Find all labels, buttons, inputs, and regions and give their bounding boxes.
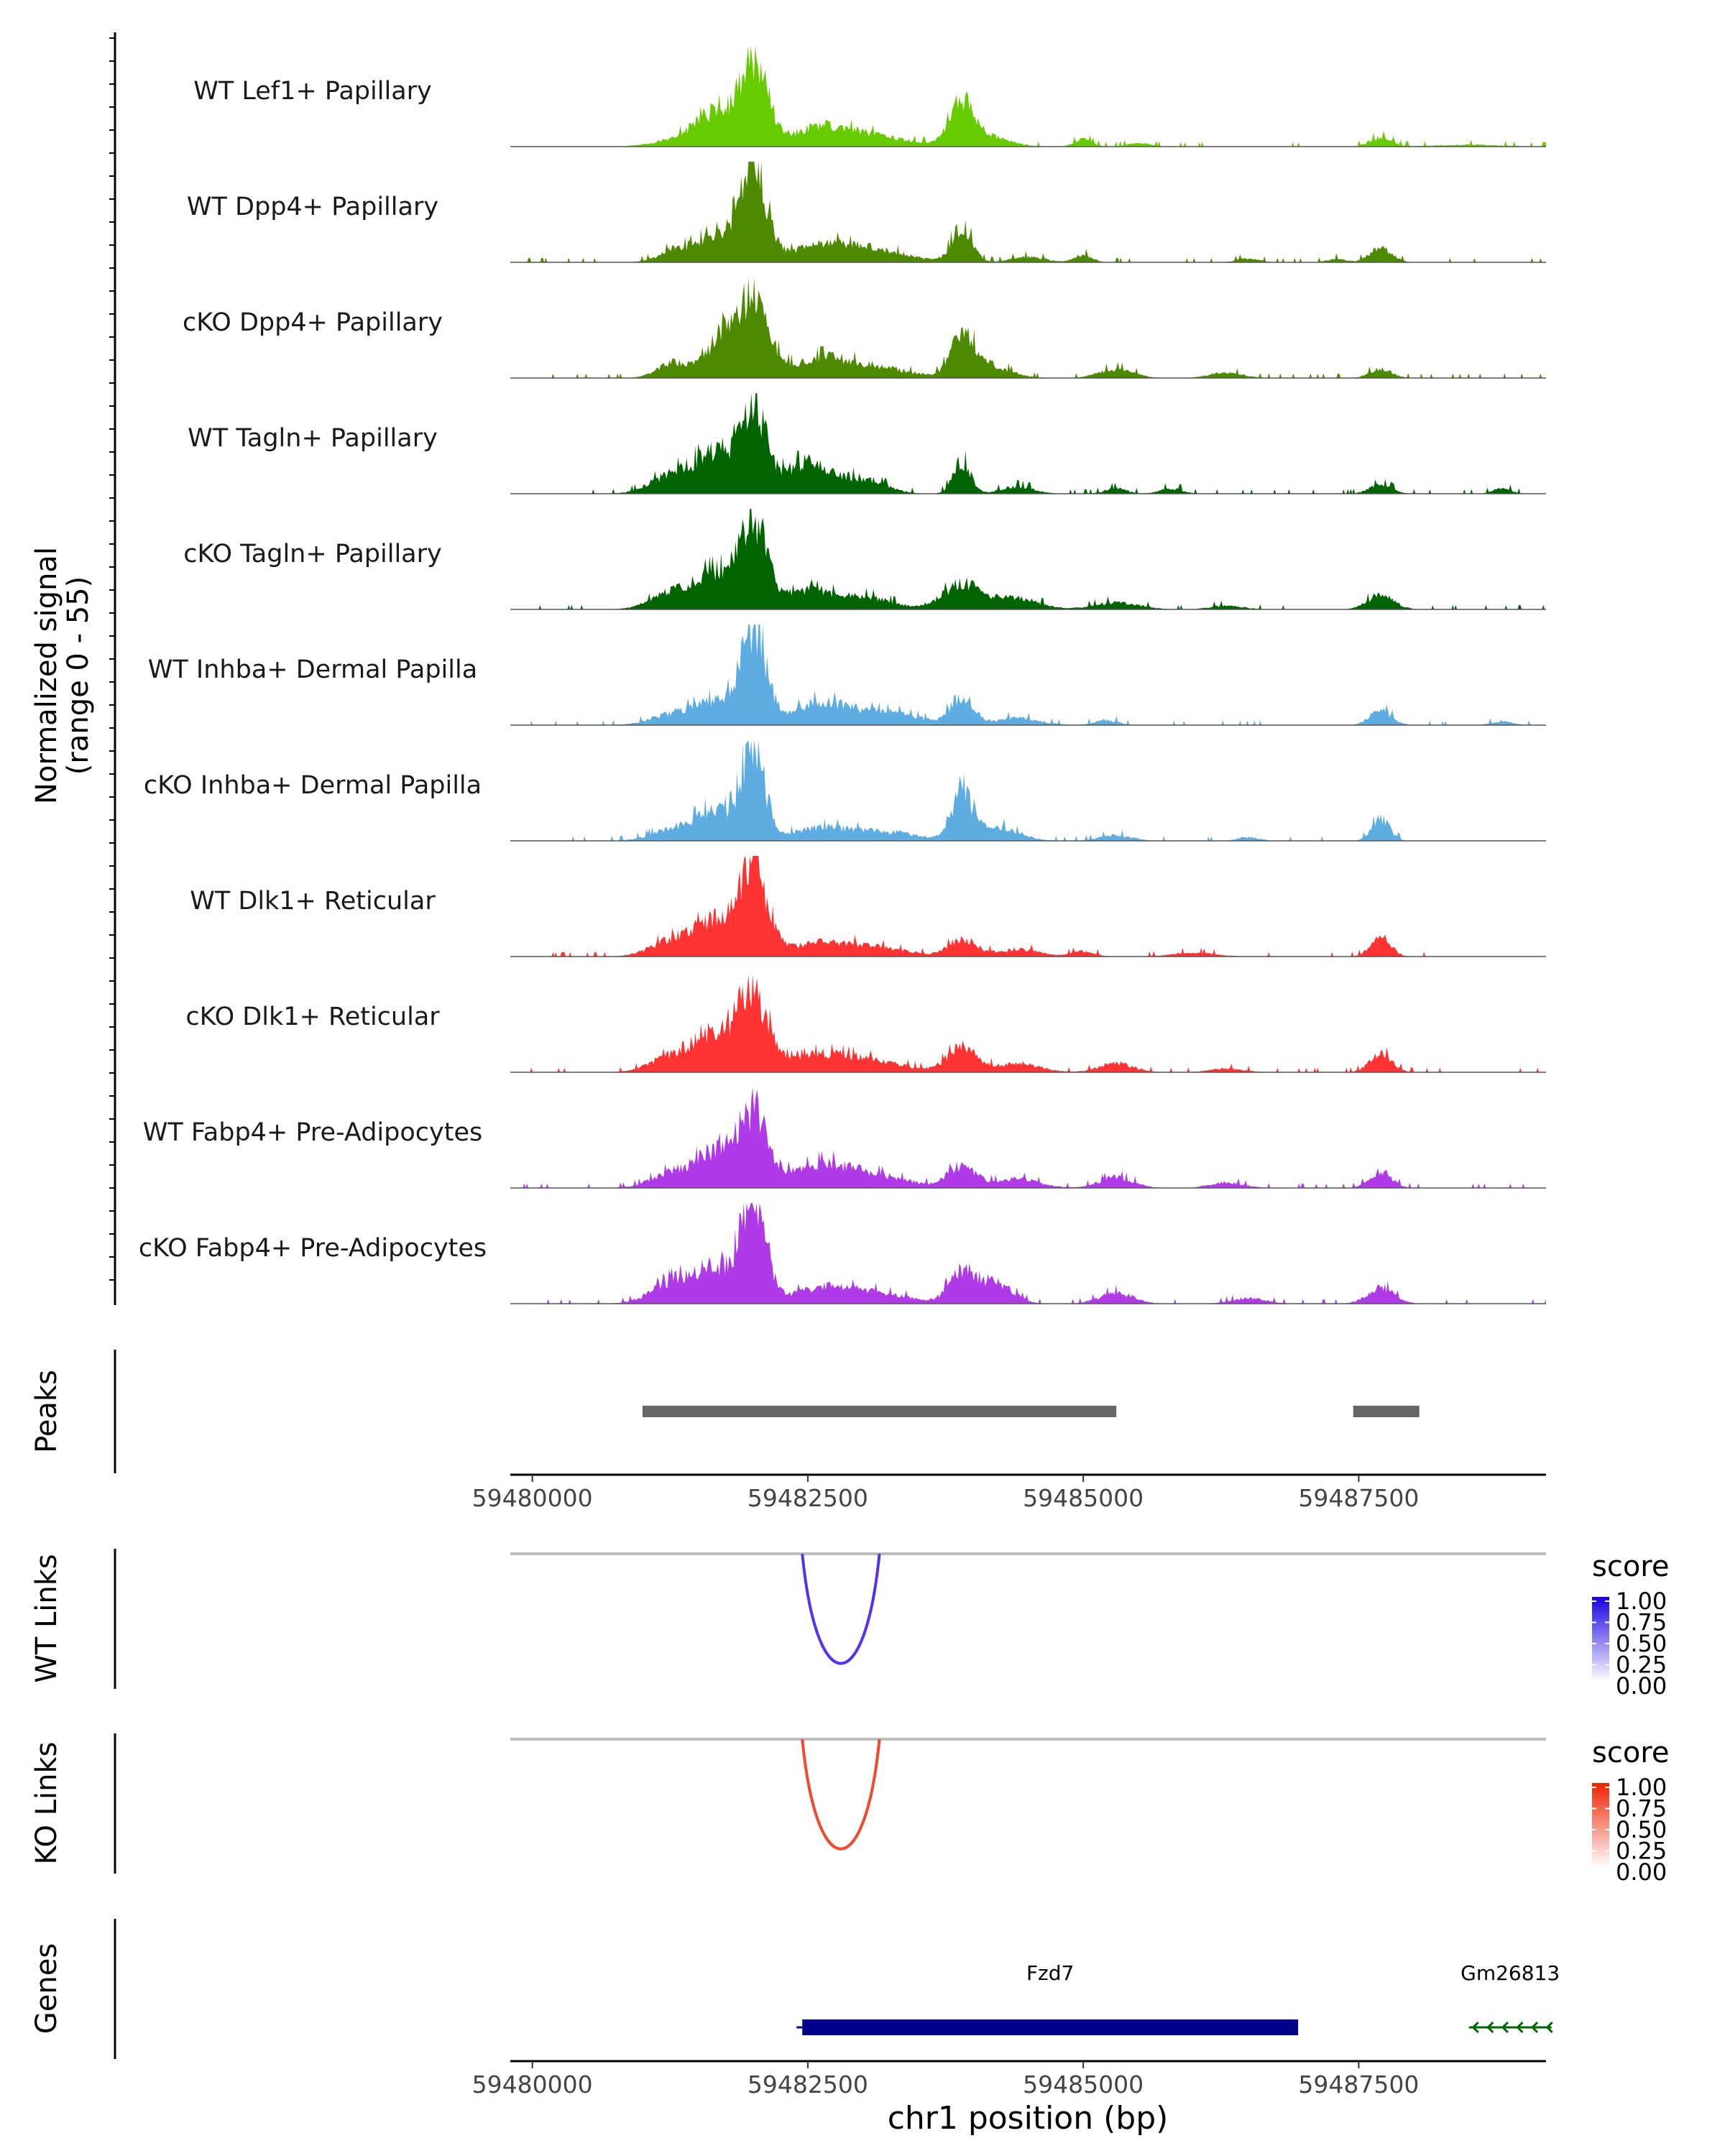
coverage-track-3: cKO Dpp4+ Papillary bbox=[183, 277, 1546, 379]
legend-tick-label: 0.50 bbox=[1616, 1816, 1667, 1843]
x-tick-label: 59487500 bbox=[1298, 2070, 1419, 2099]
coverage-track-7: cKO Inhba+ Dermal Papilla bbox=[144, 740, 1546, 842]
gene-gm26813: Gm26813 bbox=[1460, 1961, 1560, 2034]
genes-track: Fzd7 Gm26813 bbox=[796, 1961, 1560, 2035]
coverage-y-ticks bbox=[109, 37, 115, 1281]
peaks-label: Peaks bbox=[30, 1370, 63, 1453]
track-label-5: cKO Tagln+ Papillary bbox=[183, 540, 442, 568]
coverage-track-8: WT Dlk1+ Reticular bbox=[190, 856, 1546, 957]
wt-legend-title: score bbox=[1592, 1550, 1669, 1583]
legend-tick-label: 1.00 bbox=[1616, 1774, 1667, 1801]
legend-tick-label: 0.00 bbox=[1616, 1672, 1667, 1700]
legend-tick-label: 0.25 bbox=[1616, 1651, 1667, 1679]
gene-name-gm26813: Gm26813 bbox=[1460, 1961, 1560, 1985]
legend-tick-label: 0.50 bbox=[1616, 1630, 1667, 1657]
peak-region-2 bbox=[1353, 1406, 1420, 1417]
peaks-track bbox=[642, 1406, 1420, 1417]
coverage-area-8 bbox=[521, 856, 1469, 957]
ko-legend-colorbar bbox=[1592, 1783, 1609, 1868]
coverage-track-2: WT Dpp4+ Papillary bbox=[187, 162, 1546, 263]
coverage-track-4: WT Tagln+ Papillary bbox=[188, 393, 1546, 494]
x-axis-bottom: 59480000 59482500 59485000 59487500 bbox=[472, 2060, 1546, 2099]
legend-tick-label: 0.00 bbox=[1616, 1858, 1667, 1886]
strand-arrow bbox=[1516, 2021, 1524, 2034]
x-tick-label: 59482500 bbox=[748, 1484, 868, 1512]
strand-arrow bbox=[1545, 2021, 1553, 2034]
legend-tick-label: 0.75 bbox=[1616, 1609, 1667, 1636]
peak-region-1 bbox=[642, 1406, 1117, 1417]
ko-link-arc bbox=[801, 1738, 881, 1851]
strand-arrow bbox=[1486, 2021, 1494, 2034]
coverage-y-axis bbox=[109, 32, 116, 1305]
x-axis-title: chr1 position (bp) bbox=[888, 2100, 1169, 2137]
coverage-area-4 bbox=[587, 393, 1541, 494]
wt-legend-colorbar bbox=[1592, 1597, 1609, 1682]
coverage-ylabel-line2: (range 0 - 55) bbox=[62, 576, 95, 775]
track-label-7: cKO Inhba+ Dermal Papilla bbox=[144, 771, 482, 800]
coverage-track-10: WT Fabp4+ Pre-Adipocytes bbox=[143, 1087, 1546, 1189]
track-label-8: WT Dlk1+ Reticular bbox=[190, 887, 436, 916]
x-tick-label: 59485000 bbox=[1023, 1484, 1144, 1512]
legend-tick-label: 0.25 bbox=[1616, 1838, 1667, 1865]
strand-arrow bbox=[1471, 2021, 1479, 2034]
gene-fzd7: Fzd7 bbox=[796, 1961, 1299, 2035]
coverage-area-1 bbox=[532, 46, 1546, 147]
coverage-area-6 bbox=[521, 625, 1546, 725]
coverage-track-1: WT Lef1+ Papillary bbox=[193, 46, 1546, 147]
coverage-tracks: WT Lef1+ Papillary WT Dpp4+ Papillary cKO … bbox=[139, 46, 1546, 1304]
gene-body-fzd7 bbox=[802, 2019, 1299, 2035]
x-tick-label: 59482500 bbox=[748, 2070, 868, 2099]
track-label-4: WT Tagln+ Papillary bbox=[188, 424, 438, 453]
x-tick-label: 59480000 bbox=[472, 1484, 593, 1512]
track-label-11: cKO Fabp4+ Pre-Adipocytes bbox=[139, 1234, 487, 1263]
coverage-area-5 bbox=[521, 509, 1546, 609]
track-label-2: WT Dpp4+ Papillary bbox=[187, 193, 438, 221]
legend-tick-label: 1.00 bbox=[1616, 1588, 1667, 1615]
strand-arrow bbox=[1530, 2021, 1539, 2034]
coverage-ylabel-line1: Normalized signal bbox=[30, 547, 63, 804]
legend-tick-label: 0.75 bbox=[1616, 1795, 1667, 1823]
x-axis-top-ticks: 59480000 59482500 59485000 59487500 bbox=[472, 1475, 1419, 1512]
coverage-area-7 bbox=[554, 740, 1414, 841]
ko-legend-title: score bbox=[1592, 1736, 1669, 1769]
strand-arrow bbox=[1501, 2021, 1509, 2034]
gene-name-fzd7: Fzd7 bbox=[1026, 1961, 1074, 1985]
coverage-track-6: WT Inhba+ Dermal Papilla bbox=[148, 625, 1546, 726]
ko-score-legend: score 1.000.750.500.250.00 bbox=[1592, 1736, 1669, 1886]
wt-links-label: WT Links bbox=[30, 1554, 63, 1682]
track-label-6: WT Inhba+ Dermal Papilla bbox=[148, 655, 477, 684]
coverage-area-2 bbox=[521, 162, 1546, 262]
x-tick-label: 59487500 bbox=[1298, 1484, 1419, 1512]
coverage-area-11 bbox=[532, 1203, 1546, 1304]
x-tick-label: 59480000 bbox=[472, 2070, 593, 2099]
x-axis-bottom-ticks: 59480000 59482500 59485000 59487500 bbox=[472, 2061, 1419, 2099]
track-label-1: WT Lef1+ Papillary bbox=[193, 77, 432, 106]
genes-label: Genes bbox=[30, 1943, 63, 2034]
ko-legend-ticks: 1.000.750.500.250.00 bbox=[1592, 1774, 1667, 1886]
track-label-3: cKO Dpp4+ Papillary bbox=[183, 308, 443, 337]
coverage-track-11: cKO Fabp4+ Pre-Adipocytes bbox=[139, 1203, 1546, 1304]
ko-links-label: KO Links bbox=[30, 1742, 63, 1865]
x-axis-top: 59480000 59482500 59485000 59487500 bbox=[472, 1473, 1546, 1512]
track-label-10: WT Fabp4+ Pre-Adipocytes bbox=[143, 1118, 482, 1147]
coverage-area-10 bbox=[521, 1087, 1546, 1188]
coverage-track-5: cKO Tagln+ Papillary bbox=[183, 509, 1546, 610]
x-tick-label: 59485000 bbox=[1023, 2070, 1144, 2099]
coverage-area-3 bbox=[521, 277, 1546, 378]
wt-score-legend: score 1.000.750.500.250.00 bbox=[1592, 1550, 1669, 1700]
wt-link-arc bbox=[801, 1553, 881, 1665]
track-label-9: cKO Dlk1+ Reticular bbox=[185, 1003, 440, 1031]
wt-legend-ticks: 1.000.750.500.250.00 bbox=[1592, 1588, 1667, 1700]
coverage-track-9: cKO Dlk1+ Reticular bbox=[185, 974, 1546, 1073]
coverage-area-9 bbox=[521, 974, 1546, 1072]
